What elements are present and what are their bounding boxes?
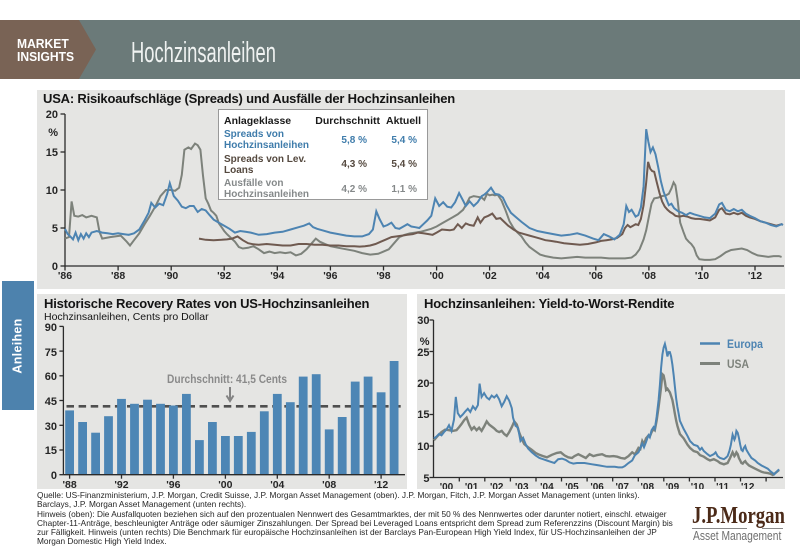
- svg-text:'08: '08: [322, 479, 336, 489]
- svg-text:'92: '92: [217, 270, 231, 282]
- svg-text:5: 5: [423, 473, 429, 485]
- svg-text:25: 25: [417, 347, 429, 359]
- svg-text:'05: '05: [565, 482, 579, 489]
- svg-text:15: 15: [417, 409, 429, 421]
- svg-text:'10: '10: [695, 270, 709, 282]
- svg-text:'11: '11: [716, 482, 729, 489]
- svg-text:'09: '09: [666, 482, 680, 489]
- svg-text:'12: '12: [374, 479, 388, 489]
- svg-text:'12: '12: [741, 482, 755, 489]
- svg-text:75: 75: [45, 347, 57, 359]
- svg-text:15: 15: [45, 445, 57, 457]
- svg-text:10: 10: [417, 441, 429, 453]
- svg-text:'02: '02: [483, 270, 497, 282]
- svg-text:30: 30: [417, 315, 429, 327]
- svg-text:20: 20: [46, 109, 58, 121]
- svg-text:60: 60: [45, 371, 57, 383]
- svg-text:'90: '90: [164, 270, 178, 282]
- svg-text:20: 20: [417, 378, 429, 390]
- svg-text:'96: '96: [166, 479, 180, 489]
- svg-text:'12: '12: [748, 270, 762, 282]
- svg-text:'04: '04: [270, 479, 284, 489]
- svg-text:'07: '07: [615, 482, 629, 489]
- svg-text:'02: '02: [490, 482, 504, 489]
- svg-text:'04: '04: [536, 270, 550, 282]
- svg-text:90: 90: [45, 322, 57, 334]
- svg-text:'88: '88: [63, 479, 77, 489]
- svg-text:0: 0: [51, 470, 57, 482]
- svg-text:'08: '08: [642, 270, 656, 282]
- svg-text:5: 5: [52, 223, 58, 235]
- svg-text:'08: '08: [641, 482, 655, 489]
- svg-text:'98: '98: [376, 270, 390, 282]
- svg-text:0: 0: [52, 261, 58, 273]
- svg-text:'01: '01: [465, 482, 479, 489]
- svg-text:45: 45: [45, 396, 57, 408]
- svg-text:Durchschnitt: 41,5 Cents: Durchschnitt: 41,5 Cents: [167, 372, 287, 386]
- svg-text:'03: '03: [515, 482, 529, 489]
- svg-text:'00: '00: [218, 479, 232, 489]
- svg-text:15: 15: [46, 147, 58, 159]
- svg-text:10: 10: [46, 185, 58, 197]
- svg-text:'00: '00: [430, 270, 444, 282]
- svg-text:'96: '96: [323, 270, 337, 282]
- svg-text:%: %: [420, 336, 430, 348]
- svg-text:%: %: [48, 127, 58, 139]
- svg-text:USA: USA: [727, 357, 749, 371]
- svg-text:'04: '04: [540, 482, 554, 489]
- svg-text:'88: '88: [111, 270, 125, 282]
- svg-text:'94: '94: [270, 270, 284, 282]
- svg-text:'86: '86: [58, 270, 72, 282]
- svg-text:30: 30: [45, 421, 57, 433]
- svg-text:Europa: Europa: [727, 337, 763, 351]
- svg-text:'06: '06: [589, 270, 603, 282]
- svg-text:'06: '06: [590, 482, 604, 489]
- svg-text:'10: '10: [691, 482, 705, 489]
- svg-text:'92: '92: [114, 479, 128, 489]
- svg-text:'00: '00: [440, 482, 454, 489]
